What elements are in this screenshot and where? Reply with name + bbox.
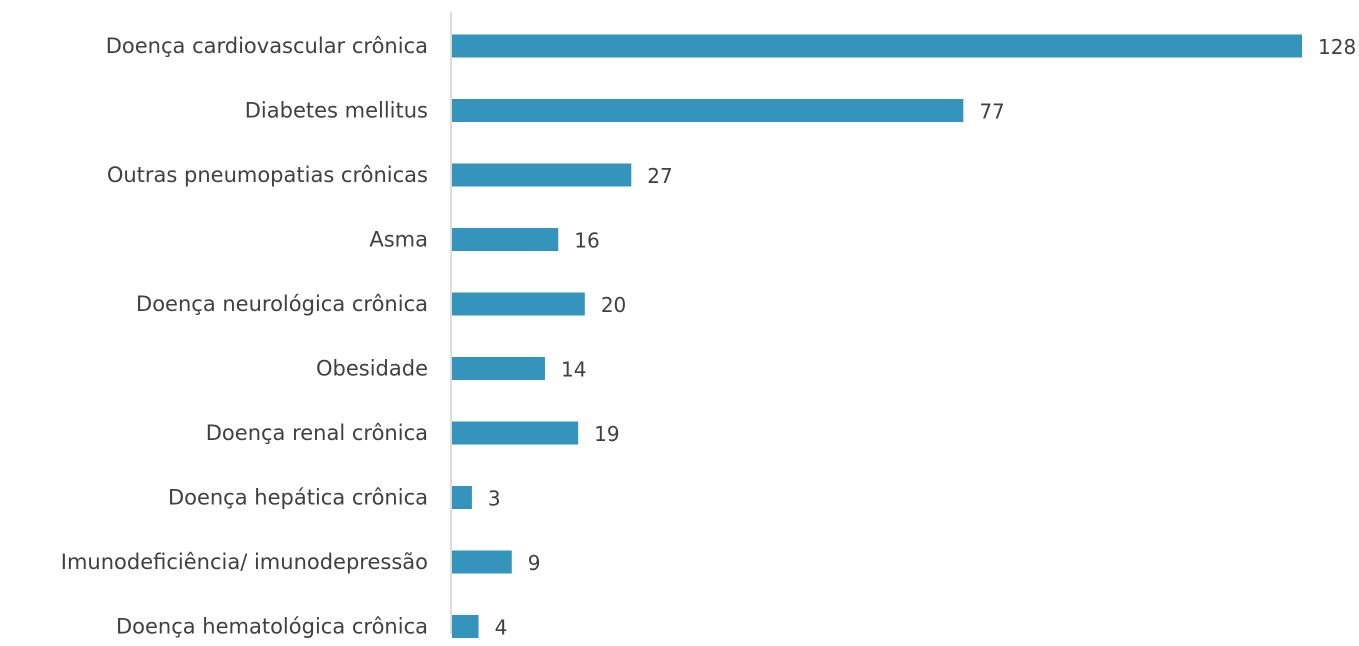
- value-labels-group: 128 77 27 16 20 14 19 3 9 4: [488, 35, 1356, 640]
- category-labels-group: Doença cardiovascular crônica Diabetes me…: [61, 34, 428, 639]
- bar-2: [452, 163, 632, 187]
- category-label: Diabetes mellitus: [245, 99, 428, 123]
- bar-3: [452, 228, 559, 251]
- category-label: Doença neurológica crônica: [136, 292, 428, 316]
- category-label: Outras pneumopatias crônicas: [107, 163, 428, 187]
- value-label: 20: [601, 293, 626, 317]
- bar-8: [452, 550, 512, 574]
- value-label: 128: [1318, 35, 1356, 59]
- bar-6: [452, 421, 579, 445]
- bars-group: [452, 34, 1302, 638]
- value-label: 27: [647, 164, 672, 188]
- category-label: Imunodeficiência/ imunodepressão: [61, 550, 428, 574]
- value-label: 9: [528, 551, 541, 575]
- bar-4: [452, 292, 585, 316]
- value-label: 77: [979, 100, 1004, 124]
- value-label: 16: [574, 229, 599, 253]
- value-label: 14: [561, 358, 586, 382]
- category-label: Obesidade: [316, 357, 428, 381]
- category-label: Asma: [369, 228, 428, 252]
- bar-0: [452, 34, 1302, 58]
- category-label: Doença renal crônica: [206, 421, 428, 445]
- category-label: Doença hepática crônica: [168, 486, 428, 510]
- bar-7: [452, 486, 472, 509]
- bar-9: [452, 615, 479, 638]
- value-label: 4: [495, 616, 508, 640]
- bar-1: [452, 99, 964, 122]
- bar-5: [452, 357, 545, 380]
- value-label: 19: [594, 422, 619, 446]
- category-label: Doença cardiovascular crônica: [106, 34, 428, 58]
- category-label: Doença hematológica crônica: [116, 615, 428, 639]
- value-label: 3: [488, 487, 501, 511]
